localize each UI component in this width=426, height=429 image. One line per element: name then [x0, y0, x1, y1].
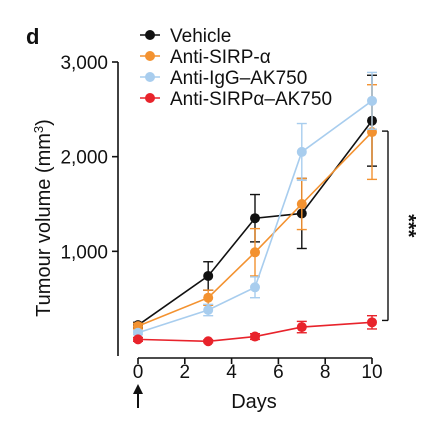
y-tick-label: 2,000: [60, 148, 108, 169]
y-tick-label: 3,000: [60, 53, 108, 74]
data-point: [367, 317, 377, 328]
axes: [112, 61, 373, 364]
data-point: [296, 146, 307, 157]
annotation-layer: ***: [382, 130, 419, 322]
series-layer: [133, 71, 377, 347]
treatment-start-arrow: [133, 384, 143, 408]
significance-label: ***: [397, 214, 419, 238]
legend-marker: [145, 51, 155, 61]
data-point: [203, 336, 214, 347]
x-tick-labels: 0 2 4 6 8 10: [133, 362, 383, 383]
legend-marker: [145, 72, 155, 82]
x-tick-label: 0: [133, 362, 144, 383]
x-tick-label: 4: [226, 362, 237, 383]
x-tick-label: 8: [320, 362, 331, 383]
legend-label: Anti-SIRPα–AK750: [170, 89, 332, 110]
data-point: [133, 334, 143, 345]
y-tick-label: 1,000: [60, 242, 108, 263]
legend-item-0: Vehicle: [140, 26, 231, 47]
x-tick-label: 6: [273, 362, 284, 383]
data-point: [296, 199, 307, 209]
data-point: [203, 292, 214, 303]
data-point: [296, 322, 307, 333]
data-point: [250, 282, 260, 293]
data-point: [250, 213, 260, 224]
y-tick-labels: 1,000 2,000 3,000: [60, 53, 108, 263]
series-3: [133, 315, 377, 347]
legend-item-2: Anti-IgG–AK750: [140, 68, 307, 89]
data-point: [367, 95, 377, 106]
legend-item-1: Anti-SIRP-α: [140, 47, 271, 68]
x-tick-label: 10: [361, 362, 382, 383]
data-point: [203, 305, 214, 316]
panel-label: d: [26, 24, 39, 49]
legend-label: Vehicle: [170, 26, 231, 47]
data-point: [250, 247, 260, 258]
legend-marker: [145, 93, 155, 103]
x-axis-title: Days: [231, 391, 277, 413]
data-point: [203, 270, 214, 281]
legend-marker: [145, 30, 155, 40]
x-tick-label: 2: [180, 362, 191, 383]
legend: VehicleAnti-SIRP-αAnti-IgG–AK750Anti-SIR…: [140, 26, 332, 110]
legend-label: Anti-IgG–AK750: [170, 68, 307, 89]
legend-label: Anti-SIRP-α: [170, 47, 271, 68]
arrow-head: [133, 384, 143, 394]
legend-item-3: Anti-SIRPα–AK750: [140, 89, 332, 110]
y-axis-title: Tumour volume (mm3): [31, 119, 56, 317]
data-point: [250, 331, 260, 342]
